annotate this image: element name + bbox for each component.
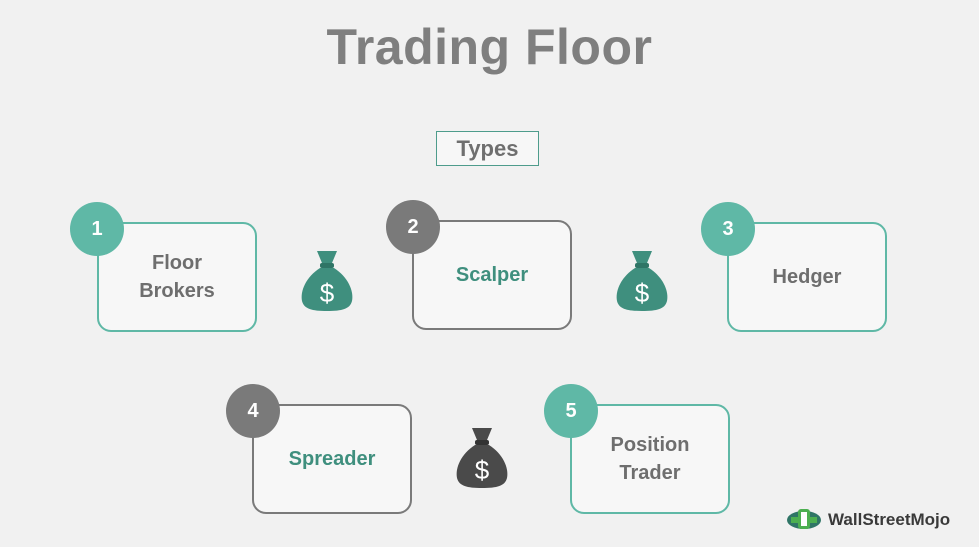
- types-label: Types: [456, 135, 519, 161]
- wallstreetmojo-logo: WallStreetMojo: [786, 500, 950, 540]
- type-card-spreader: Spreader: [252, 404, 412, 514]
- type-label: Position Trader: [610, 434, 690, 484]
- page-title: Trading Floor: [326, 19, 653, 75]
- number-badge-3: 3: [701, 202, 755, 256]
- money-bag-icon: $: [456, 428, 508, 488]
- type-label: Floor Brokers: [139, 252, 215, 302]
- number-badge-4: 4: [226, 384, 280, 438]
- number-badge-1: 1: [70, 202, 124, 256]
- type-card-scalper: Scalper: [412, 220, 572, 330]
- types-label-box: Types: [436, 131, 539, 166]
- type-label: Scalper: [455, 264, 529, 286]
- logo-text: WallStreetMojo: [828, 510, 951, 529]
- svg-text:$: $: [320, 278, 335, 308]
- number-badge-2: 2: [386, 200, 440, 254]
- money-bag-icon: $: [616, 251, 668, 311]
- svg-text:$: $: [635, 278, 650, 308]
- type-card-hedger: Hedger: [727, 222, 887, 332]
- svg-text:$: $: [475, 455, 490, 485]
- type-card-position-trader: Position Trader: [570, 404, 730, 514]
- type-label: Hedger: [772, 266, 842, 288]
- type-label: Spreader: [288, 448, 376, 470]
- type-card-floor-brokers: Floor Brokers: [97, 222, 257, 332]
- number-badge-5: 5: [544, 384, 598, 438]
- money-bag-icon: $: [301, 251, 353, 311]
- wallstreetmojo-logo-icon: [787, 509, 821, 529]
